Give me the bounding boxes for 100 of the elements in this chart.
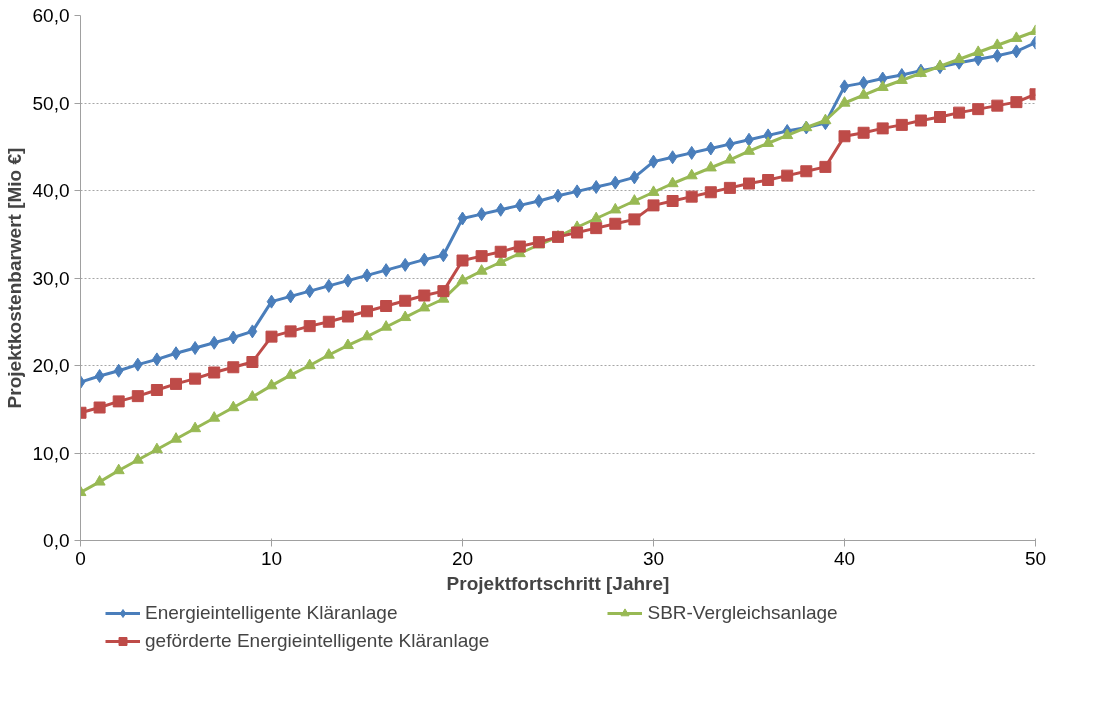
point bbox=[495, 202, 506, 217]
point bbox=[762, 136, 775, 147]
point bbox=[666, 195, 679, 207]
x-tick-label: 50 bbox=[1024, 547, 1047, 569]
x-tick-label: 30 bbox=[642, 547, 665, 569]
point bbox=[609, 217, 622, 230]
point bbox=[953, 106, 966, 119]
point bbox=[361, 305, 373, 318]
point bbox=[323, 278, 334, 293]
point bbox=[131, 453, 144, 464]
point bbox=[266, 294, 277, 309]
point bbox=[895, 118, 908, 131]
point bbox=[838, 130, 851, 143]
point bbox=[361, 329, 373, 341]
point bbox=[590, 211, 603, 223]
point bbox=[953, 52, 966, 63]
point bbox=[781, 169, 794, 182]
point bbox=[303, 320, 316, 333]
y-tick-label: 40,0 bbox=[32, 180, 70, 201]
point bbox=[170, 432, 182, 443]
point bbox=[858, 75, 869, 90]
point bbox=[704, 160, 717, 172]
y-tick-label: 50,0 bbox=[32, 92, 70, 114]
legend-label: Energieintelligente Kläranlage bbox=[145, 602, 398, 624]
point bbox=[457, 211, 468, 226]
point bbox=[476, 207, 487, 222]
point bbox=[93, 401, 106, 414]
point bbox=[285, 289, 296, 304]
point bbox=[189, 372, 202, 385]
point bbox=[628, 194, 641, 205]
point bbox=[648, 154, 659, 169]
point bbox=[284, 325, 297, 338]
point bbox=[972, 103, 985, 116]
point bbox=[322, 348, 335, 359]
point bbox=[762, 174, 775, 186]
point bbox=[284, 368, 297, 379]
point bbox=[380, 320, 393, 331]
point bbox=[972, 45, 985, 56]
point bbox=[131, 390, 144, 403]
point bbox=[838, 96, 851, 107]
y-tick-label: 10,0 bbox=[32, 442, 70, 464]
point bbox=[934, 59, 946, 70]
y-tick-label: 30,0 bbox=[32, 267, 70, 289]
point bbox=[437, 285, 450, 298]
point bbox=[112, 463, 125, 475]
point bbox=[438, 248, 449, 263]
point bbox=[246, 356, 259, 368]
point bbox=[743, 144, 755, 155]
point bbox=[208, 411, 221, 422]
x-tick-label: 20 bbox=[451, 547, 474, 569]
point bbox=[418, 300, 431, 312]
point bbox=[304, 284, 315, 299]
point bbox=[1010, 96, 1023, 109]
point bbox=[456, 254, 469, 267]
x-axis-title: Projektfortschritt [Jahre] bbox=[446, 572, 670, 594]
y-axis-title: Projektkostenbarwert [Mio €] bbox=[3, 147, 25, 409]
point bbox=[247, 324, 258, 339]
x-tick-label: 40 bbox=[833, 547, 856, 569]
point bbox=[666, 176, 679, 188]
point bbox=[686, 145, 697, 160]
point bbox=[265, 330, 278, 343]
point bbox=[991, 38, 1004, 49]
point bbox=[723, 181, 736, 194]
point bbox=[590, 222, 603, 235]
point bbox=[857, 88, 870, 99]
point bbox=[934, 111, 946, 123]
legend-label: SBR-Vergleichsanlage bbox=[647, 602, 838, 624]
point bbox=[170, 377, 182, 390]
point bbox=[609, 202, 622, 214]
point bbox=[685, 190, 698, 203]
point bbox=[704, 186, 717, 199]
point bbox=[227, 400, 240, 412]
y-tick-label: 60,0 bbox=[32, 5, 70, 26]
point bbox=[992, 48, 1003, 63]
point bbox=[819, 160, 832, 173]
point bbox=[534, 194, 544, 208]
point bbox=[781, 128, 794, 140]
point bbox=[399, 294, 412, 307]
point bbox=[112, 395, 125, 408]
point bbox=[246, 390, 259, 401]
point bbox=[190, 341, 200, 355]
point bbox=[571, 226, 584, 239]
point bbox=[743, 177, 755, 190]
x-tick-label: 10 bbox=[260, 547, 283, 569]
point bbox=[419, 252, 430, 267]
point bbox=[322, 315, 335, 328]
point bbox=[400, 257, 411, 272]
point bbox=[876, 122, 889, 135]
point bbox=[839, 79, 850, 94]
point bbox=[341, 310, 354, 323]
point bbox=[667, 150, 678, 165]
point bbox=[1011, 44, 1022, 59]
point bbox=[800, 165, 813, 178]
point bbox=[208, 366, 221, 379]
point bbox=[513, 240, 526, 253]
point bbox=[399, 310, 412, 322]
point bbox=[914, 114, 927, 127]
point bbox=[189, 421, 202, 433]
point bbox=[475, 250, 488, 263]
y-tick-label: 0,0 bbox=[43, 530, 70, 551]
